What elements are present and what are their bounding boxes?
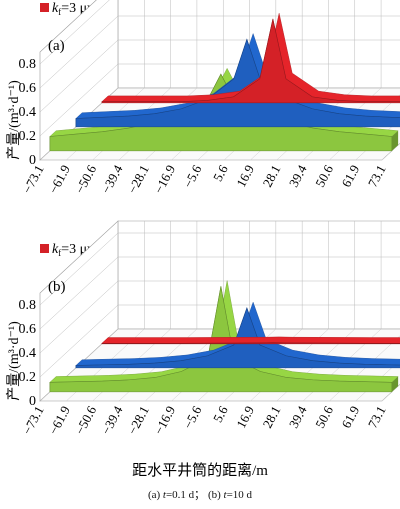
gridline <box>39 39 400 113</box>
y-tick-label: 0.6 <box>19 81 37 96</box>
y-tick-label: 0.4 <box>19 346 37 361</box>
y-tick-label: 0 <box>29 394 36 409</box>
caption-a-var: t <box>162 489 166 501</box>
y-tick-label: 0 <box>29 153 36 168</box>
x-axis-title: 距水平井筒的距离/m <box>132 462 268 479</box>
series-end-cap <box>391 130 399 151</box>
caption-b-label: (b) <box>207 489 221 501</box>
x-tick-label: −50.6 <box>72 403 100 437</box>
legend-swatch <box>40 244 49 253</box>
caption-a-label: (a) <box>147 489 161 501</box>
y-tick-label: 0.8 <box>19 57 37 72</box>
y-axis-title: 产量/(m³·d⁻¹) <box>6 321 22 401</box>
gridline <box>39 256 400 330</box>
legend-swatch <box>40 3 49 12</box>
x-tick-label: 39.4 <box>286 403 310 431</box>
x-tick-label: −73.1 <box>19 162 46 196</box>
back-wall <box>117 220 400 330</box>
figure-caption: (a) t=0.1 d； (b) t=10 d <box>0 486 400 502</box>
y-tick-label: 0.4 <box>19 105 37 120</box>
caption-b-var: t <box>223 489 227 501</box>
y-axis-title: 产量/(m³·d⁻¹) <box>6 80 22 160</box>
x-tick-label: −50.6 <box>72 162 100 196</box>
gridline <box>39 63 400 137</box>
x-tick-label: −73.1 <box>19 403 46 437</box>
x-tick-label: 61.9 <box>338 162 362 189</box>
panel-label: (a) <box>48 38 65 54</box>
y-tick-label: 0.8 <box>19 298 37 313</box>
x-tick-label: 5.6 <box>210 403 231 425</box>
x-tick-label: 50.6 <box>312 403 336 431</box>
x-tick-label: −5.6 <box>180 162 205 190</box>
x-tick-label: 50.6 <box>312 162 336 190</box>
x-tick-label: 5.6 <box>210 162 231 184</box>
caption-b-value: =10 d <box>226 489 253 501</box>
chart-panel-b: kf=3 μm²·cmkf=15 μm²·cmkf=30 μm²·cm00.20… <box>6 220 400 479</box>
x-tick-label: 73.1 <box>365 403 389 430</box>
caption-a-value: =0.1 d； <box>165 489 206 501</box>
x-tick-label: −28.1 <box>125 403 152 437</box>
x-tick-label: 28.1 <box>259 162 283 189</box>
x-tick-label: 61.9 <box>338 403 362 430</box>
gridline <box>39 0 110 65</box>
figure: kf=3 μm²·cmkf=15 μm²·cmkf=30 μm²·cm00.20… <box>6 0 400 479</box>
x-tick-label: −39.4 <box>98 403 126 437</box>
y-tick-label: 0.2 <box>19 129 37 144</box>
series-front-face <box>75 38 400 128</box>
x-tick-label: −16.9 <box>151 403 178 437</box>
x-tick-label: 16.9 <box>233 162 257 189</box>
gridline <box>39 280 400 354</box>
x-tick-label: 28.1 <box>259 403 283 430</box>
panel-label: (b) <box>48 279 66 295</box>
x-tick-label: −5.6 <box>180 403 205 431</box>
series-front-face <box>101 18 400 104</box>
gridline <box>39 232 400 306</box>
chart-panel-a: kf=3 μm²·cmkf=15 μm²·cmkf=30 μm²·cm00.20… <box>6 0 400 238</box>
y-tick-label: 0.2 <box>19 370 37 385</box>
gridline <box>39 15 400 89</box>
x-tick-label: −16.9 <box>151 162 178 196</box>
y-tick-label: 0.6 <box>19 322 37 337</box>
x-tick-label: 16.9 <box>233 403 257 430</box>
gridline <box>39 304 400 378</box>
series-top-surface <box>101 336 400 344</box>
x-tick-label: −28.1 <box>125 162 152 196</box>
x-tick-label: −61.9 <box>46 403 73 437</box>
x-tick-label: 73.1 <box>365 162 389 189</box>
x-tick-label: −61.9 <box>46 162 73 196</box>
x-tick-label: 39.4 <box>286 162 310 190</box>
x-tick-label: −39.4 <box>98 162 126 196</box>
series-front-face <box>101 342 400 345</box>
series-end-cap <box>391 376 399 392</box>
